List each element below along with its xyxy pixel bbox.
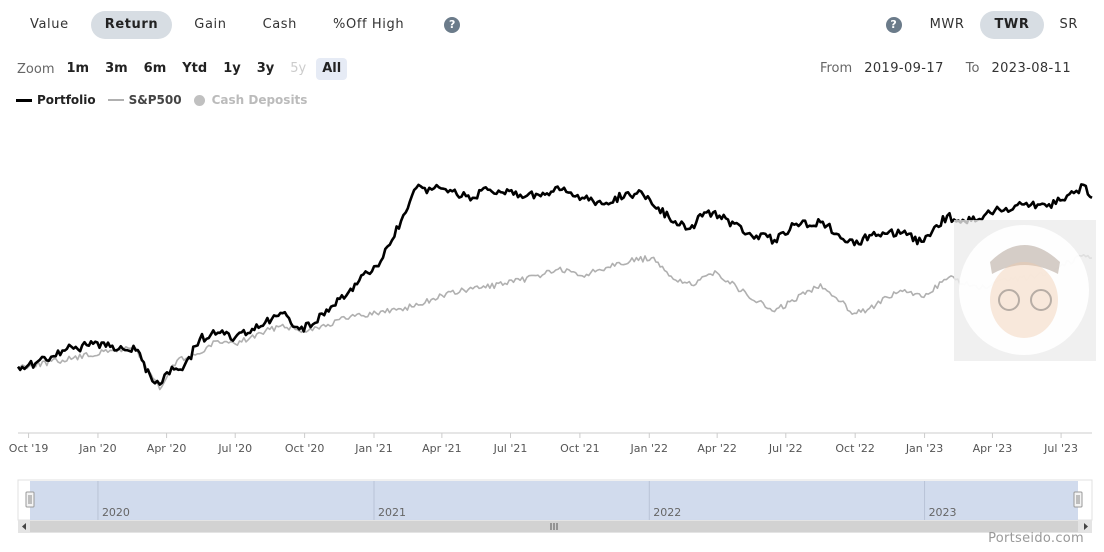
zoom-label: Zoom [17,61,55,77]
avatar-hair [990,245,1060,274]
from-label: From [819,61,853,76]
date-range: From 2019-09-17 To 2023-08-11 [820,58,1071,80]
tab-mwr[interactable]: MWR [929,17,965,32]
x-tick-label: Oct '21 [560,442,600,455]
navigator-selection[interactable] [30,481,1078,520]
x-tick-label: Jul '23 [1043,442,1078,455]
legend-label-cash-deposits: Cash Deposits [211,93,308,107]
zoom-1m-button[interactable]: 1m [66,61,90,76]
to-label: To [965,61,980,76]
cash-deposits-dot-icon [193,94,205,106]
series-line-portfolio [16,183,1093,386]
zoom-1y-button[interactable]: 1y [223,61,241,76]
legend-item-sp500[interactable]: S&P500 [107,93,182,107]
navigator-year-label: 2022 [653,506,681,519]
tab-gain[interactable]: Gain [194,17,227,32]
credit-text: Portseido.com [988,531,1084,546]
avatar-glasses-left [998,289,1020,311]
x-tick-label: Apr '20 [147,442,187,455]
zoom-all-button[interactable]: All [316,58,348,80]
help-icon[interactable]: ? [444,17,461,33]
scroll-left-arrow-icon[interactable] [22,523,26,530]
x-tick-label: Jul '22 [768,442,803,455]
legend-item-cash-deposits[interactable]: Cash Deposits [193,93,308,107]
x-tick-label: Oct '19 [9,442,49,455]
x-tick-label: Oct '20 [285,442,325,455]
zoom-6m-button[interactable]: 6m [143,61,167,76]
x-tick-label: Jul '20 [217,442,252,455]
metric-tabs: Value Return Gain Cash %Off High ? [16,11,461,39]
avatar-glasses-right [1030,289,1052,311]
method-help-icon[interactable]: ? [885,17,902,33]
zoom-ytd-button[interactable]: Ytd [182,61,208,76]
tab-off-high[interactable]: %Off High [333,17,405,32]
sp500-line-icon [107,99,124,101]
from-date-input[interactable]: 2019-09-17 [864,61,944,76]
return-method-tabs: ? MWR TWR SR [885,11,1092,39]
navigator-right-handle[interactable] [1073,491,1083,508]
avatar-face [990,262,1058,338]
tab-twr[interactable]: TWR [980,11,1044,39]
tab-return[interactable]: Return [90,11,173,39]
legend-label-portfolio: Portfolio [37,93,96,107]
to-date-input[interactable]: 2023-08-11 [991,61,1071,76]
navigator-year-label: 2020 [102,506,130,519]
x-tick-label: Jul '21 [493,442,528,455]
zoom-selector: Zoom 1m 3m 6m Ytd 1y 3y 5y All [17,58,351,80]
x-tick-label: Apr '23 [973,442,1013,455]
navigator-year-label: 2021 [378,506,406,519]
x-tick-label: Jan '22 [630,442,668,455]
x-tick-label: Jan '23 [905,442,943,455]
x-tick-label: Jan '20 [78,442,116,455]
avatar-circle [959,225,1089,355]
x-tick-label: Oct '22 [835,442,875,455]
tab-value[interactable]: Value [30,17,69,32]
x-tick-label: Apr '22 [697,442,737,455]
x-tick-label: Jan '21 [354,442,392,455]
navigator-year-label: 2023 [929,506,957,519]
tab-cash[interactable]: Cash [262,17,298,32]
zoom-3y-button[interactable]: 3y [256,61,275,76]
series-line-sp500 [17,253,1093,391]
tab-sr[interactable]: SR [1059,17,1078,32]
legend-label-sp500: S&P500 [128,93,182,107]
scroll-right-arrow-icon[interactable] [1084,523,1088,530]
navigator-left-handle[interactable] [25,491,35,508]
zoom-3m-button[interactable]: 3m [105,61,128,76]
zoom-5y-button: 5y [290,61,307,76]
portfolio-line-icon [16,98,32,102]
legend-item-portfolio[interactable]: Portfolio [16,93,96,107]
chart-legend: Portfolio S&P500 Cash Deposits [16,91,319,109]
x-tick-label: Apr '21 [422,442,462,455]
